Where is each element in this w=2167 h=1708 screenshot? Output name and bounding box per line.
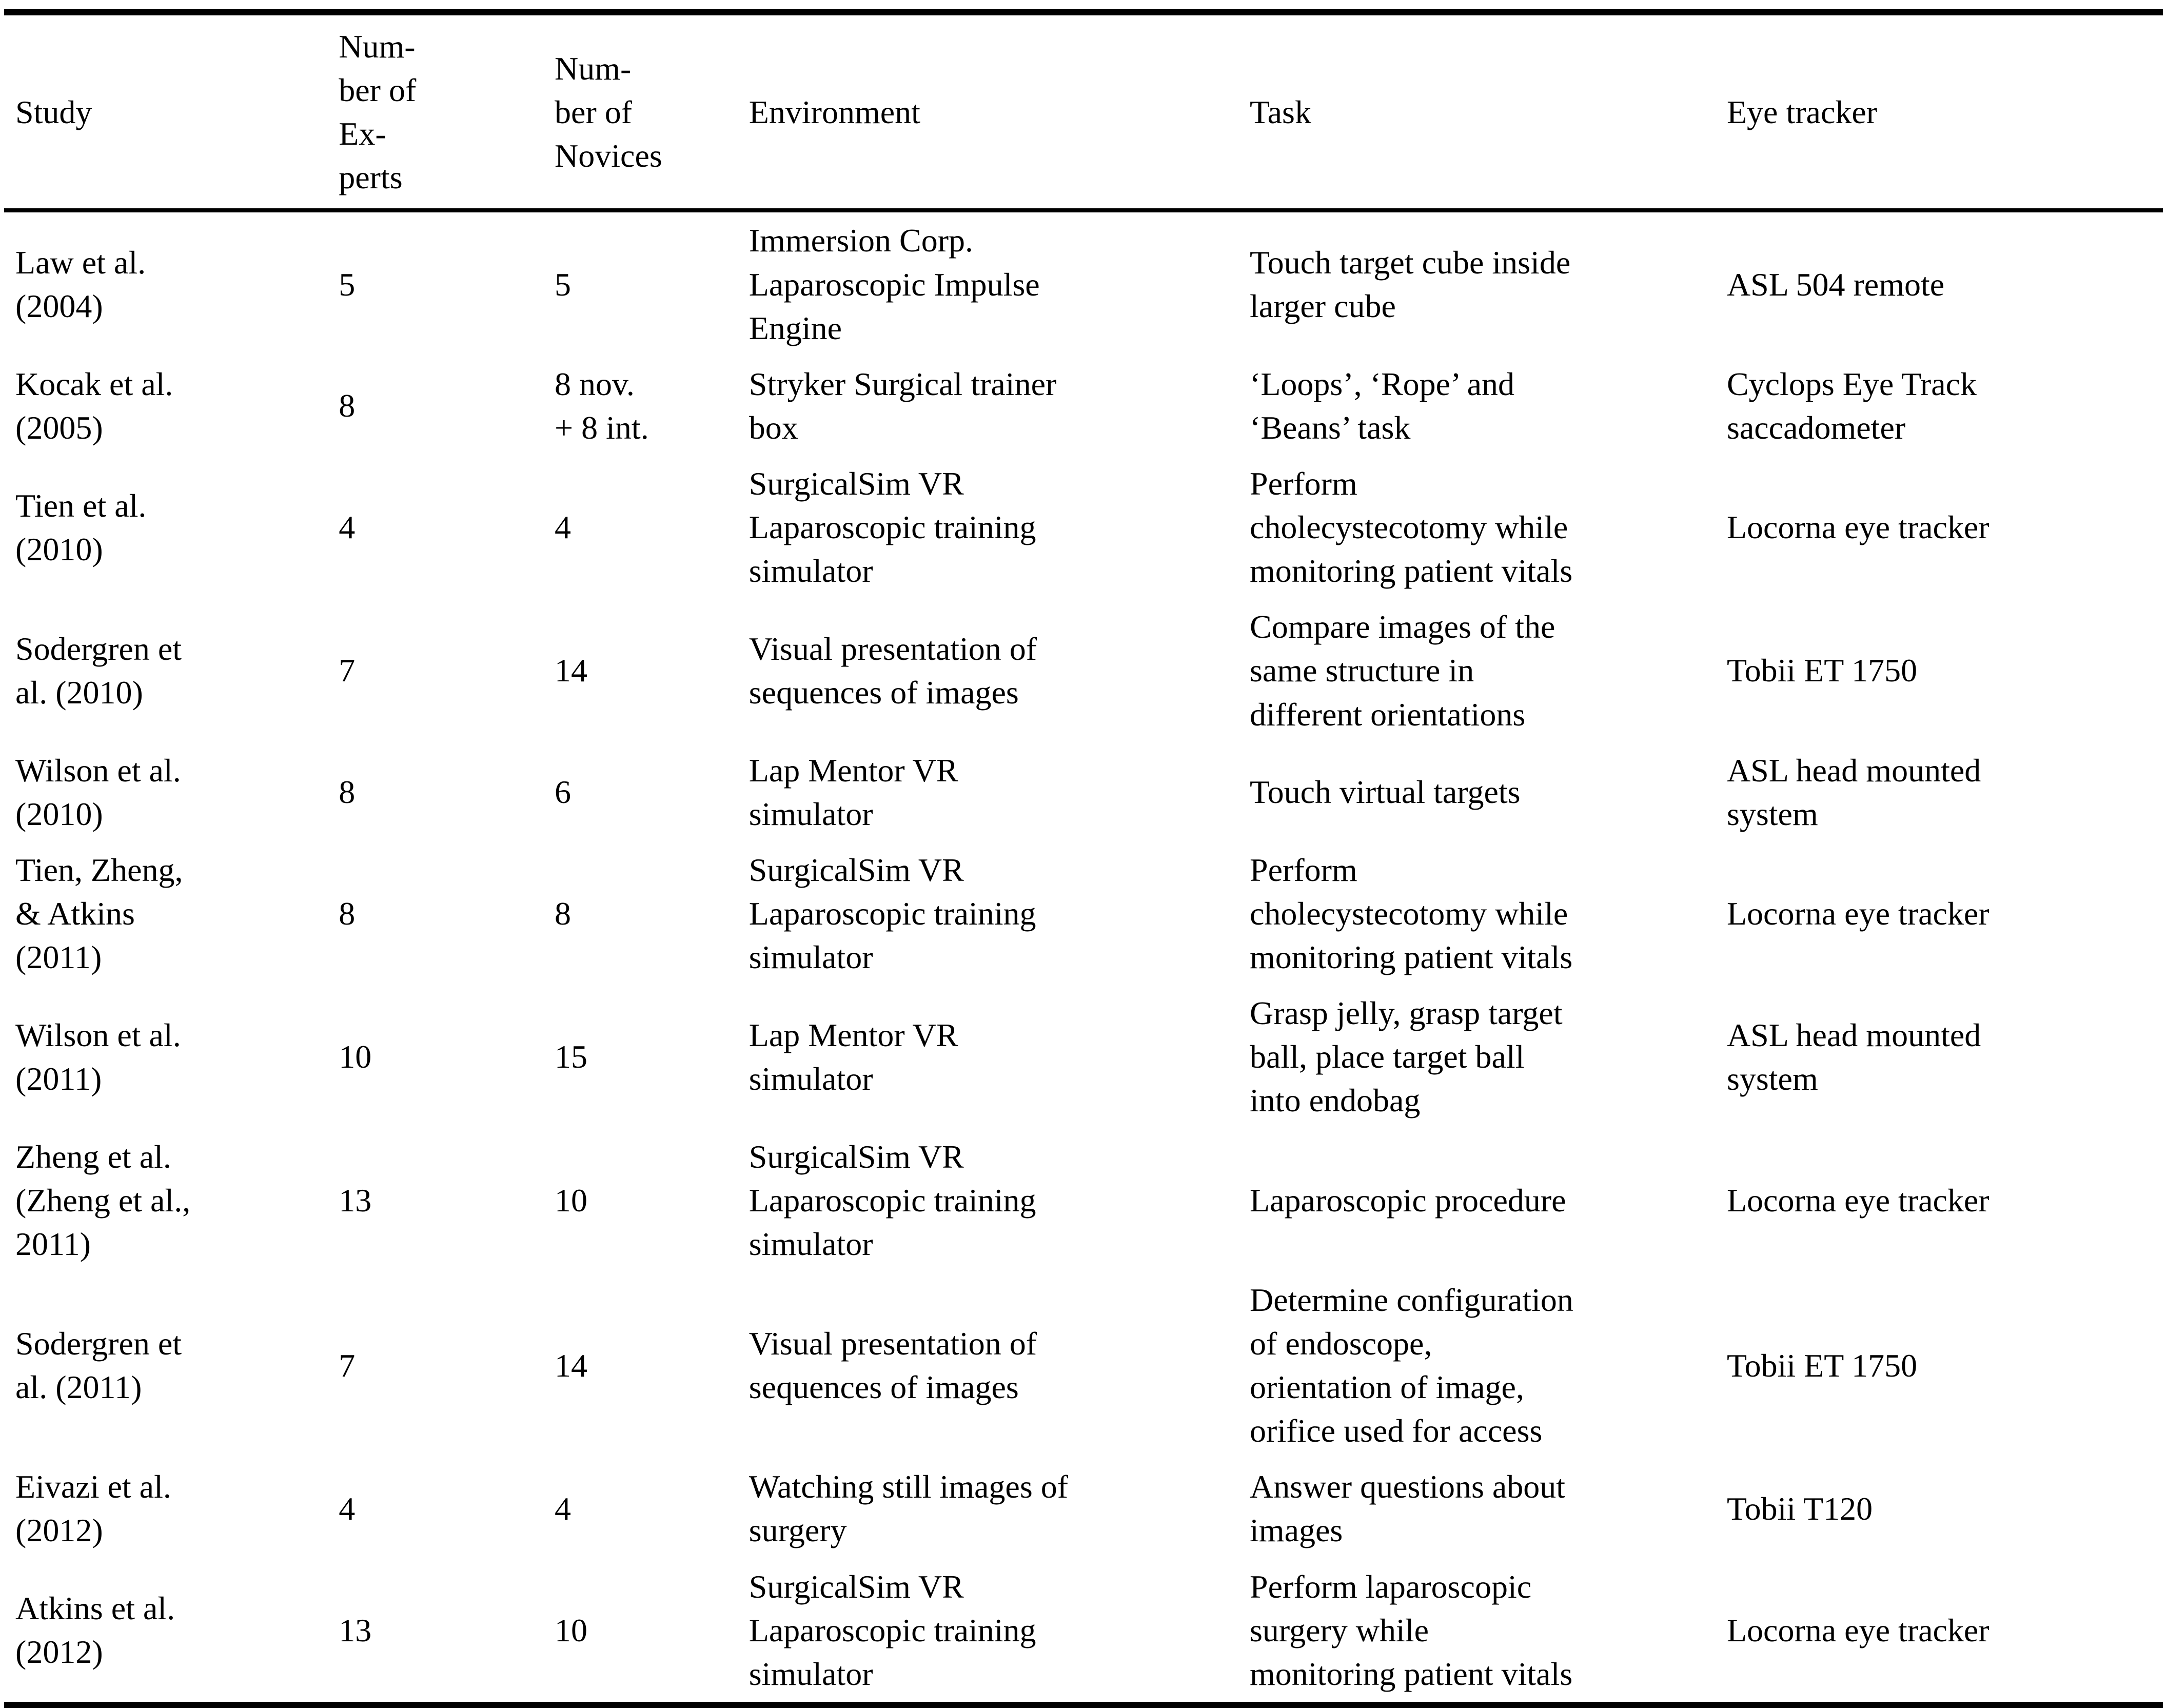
cell-novices: 15 (555, 1038, 588, 1075)
table-row: Law et al. (2004) 5 5 Immersion Corp. La… (4, 210, 2163, 356)
column-header-environment: Environment (748, 93, 920, 130)
cell-task: Perform laparoscopic surgery while monit… (1250, 1568, 1573, 1692)
cell-eye-tracker: ASL head mounted system (1726, 1016, 1981, 1097)
table-row: Sodergren et al. (2011) 7 14 Visual pres… (4, 1272, 2163, 1459)
cell-experts: 7 (339, 652, 356, 689)
cell-task: Perform cholecystecotomy while monitorin… (1250, 851, 1573, 976)
cell-task: Determine configuration of endoscope, or… (1250, 1281, 1573, 1449)
cell-environment: Stryker Surgical trainer box (748, 365, 1057, 446)
cell-environment: SurgicalSim VR Laparoscopic training sim… (748, 465, 1036, 590)
cell-experts: 4 (339, 1490, 356, 1527)
cell-study: Wilson et al. (2011) (15, 1016, 181, 1097)
cell-experts: 7 (339, 1347, 356, 1384)
cell-study: Tien, Zheng, & Atkins (2011) (15, 851, 183, 976)
table-row: Wilson et al. (2010) 8 6 Lap Mentor VR s… (4, 742, 2163, 842)
cell-experts: 5 (339, 266, 356, 303)
table-body: Law et al. (2004) 5 5 Immersion Corp. La… (4, 210, 2163, 1704)
cell-experts: 8 (339, 895, 356, 932)
cell-task: ‘Loops’, ‘Rope’ and ‘Beans’ task (1250, 365, 1514, 446)
cell-experts: 8 (339, 387, 356, 424)
table-row: Atkins et al. (2012) 13 10 SurgicalSim V… (4, 1559, 2163, 1705)
table-row: Sodergren et al. (2010) 7 14 Visual pres… (4, 599, 2163, 742)
cell-novices: 10 (555, 1182, 588, 1219)
cell-task: Touch target cube inside larger cube (1250, 244, 1571, 325)
cell-experts: 13 (339, 1612, 372, 1648)
cell-study: Wilson et al. (2010) (15, 752, 181, 832)
cell-novices: 10 (555, 1612, 588, 1648)
paper-table-page: Study Num- ber of Ex- perts Num- ber of … (4, 9, 2163, 1708)
cell-environment: Immersion Corp. Laparoscopic Impulse Eng… (748, 222, 1040, 346)
column-header-experts: Num- ber of Ex- perts (339, 28, 417, 196)
cell-task: Perform cholecystecotomy while monitorin… (1250, 465, 1573, 590)
cell-eye-tracker: ASL head mounted system (1726, 752, 1981, 832)
column-header-novices: Num- ber of Novices (555, 50, 662, 174)
table-row: Eivazi et al. (2012) 4 4 Watching still … (4, 1459, 2163, 1558)
cell-environment: Watching still images of surgery (748, 1468, 1069, 1549)
cell-study: Sodergren et al. (2010) (15, 630, 182, 711)
table-header-row: Study Num- ber of Ex- perts Num- ber of … (4, 12, 2163, 211)
cell-eye-tracker: Cyclops Eye Track saccadometer (1726, 365, 1977, 446)
cell-environment: Visual presentation of sequences of imag… (748, 630, 1037, 711)
cell-novices: 8 nov. + 8 int. (555, 365, 649, 446)
cell-eye-tracker: Tobii ET 1750 (1726, 652, 1918, 689)
column-header-study: Study (15, 93, 92, 130)
table-row: Tien, Zheng, & Atkins (2011) 8 8 Surgica… (4, 842, 2163, 985)
cell-task: Compare images of the same structure in … (1250, 608, 1555, 733)
cell-study: Tien et al. (2010) (15, 487, 147, 567)
cell-task: Touch virtual targets (1250, 774, 1521, 811)
table-row: Kocak et al. (2005) 8 8 nov. + 8 int. St… (4, 356, 2163, 456)
column-header-eye-tracker: Eye tracker (1726, 93, 1878, 130)
table-header: Study Num- ber of Ex- perts Num- ber of … (4, 12, 2163, 211)
cell-eye-tracker: Locorna eye tracker (1726, 509, 1989, 546)
cell-eye-tracker: Locorna eye tracker (1726, 895, 1989, 932)
cell-novices: 5 (555, 266, 572, 303)
cell-novices: 6 (555, 774, 572, 811)
cell-eye-tracker: ASL 504 remote (1726, 266, 1945, 303)
cell-experts: 4 (339, 509, 356, 546)
cell-environment: SurgicalSim VR Laparoscopic training sim… (748, 1568, 1036, 1692)
table-row: Zheng et al. (Zheng et al., 2011) 13 10 … (4, 1129, 2163, 1272)
cell-study: Atkins et al. (2012) (15, 1590, 175, 1671)
cell-study: Law et al. (2004) (15, 244, 146, 325)
cell-environment: Visual presentation of sequences of imag… (748, 1325, 1037, 1406)
cell-novices: 4 (555, 509, 572, 546)
cell-task: Answer questions about images (1250, 1468, 1566, 1549)
column-header-task: Task (1250, 93, 1311, 130)
table-row: Tien et al. (2010) 4 4 SurgicalSim VR La… (4, 456, 2163, 599)
cell-eye-tracker: Locorna eye tracker (1726, 1612, 1989, 1648)
cell-task: Grasp jelly, grasp target ball, place ta… (1250, 995, 1563, 1119)
cell-novices: 8 (555, 895, 572, 932)
cell-novices: 4 (555, 1490, 572, 1527)
cell-novices: 14 (555, 1347, 588, 1384)
cell-environment: Lap Mentor VR simulator (748, 1016, 958, 1097)
cell-novices: 14 (555, 652, 588, 689)
cell-task: Laparoscopic procedure (1250, 1182, 1566, 1219)
table-row: Wilson et al. (2011) 10 15 Lap Mentor VR… (4, 985, 2163, 1128)
studies-comparison-table: Study Num- ber of Ex- perts Num- ber of … (4, 9, 2163, 1708)
cell-environment: SurgicalSim VR Laparoscopic training sim… (748, 851, 1036, 976)
cell-eye-tracker: Locorna eye tracker (1726, 1182, 1989, 1219)
cell-environment: Lap Mentor VR simulator (748, 752, 958, 832)
cell-environment: SurgicalSim VR Laparoscopic training sim… (748, 1138, 1036, 1262)
cell-eye-tracker: Tobii T120 (1726, 1490, 1873, 1527)
cell-experts: 13 (339, 1182, 372, 1219)
cell-study: Eivazi et al. (2012) (15, 1468, 171, 1549)
cell-study: Sodergren et al. (2011) (15, 1325, 182, 1406)
cell-experts: 8 (339, 774, 356, 811)
cell-study: Zheng et al. (Zheng et al., 2011) (15, 1138, 191, 1262)
cell-study: Kocak et al. (2005) (15, 365, 173, 446)
cell-experts: 10 (339, 1038, 372, 1075)
cell-eye-tracker: Tobii ET 1750 (1726, 1347, 1918, 1384)
